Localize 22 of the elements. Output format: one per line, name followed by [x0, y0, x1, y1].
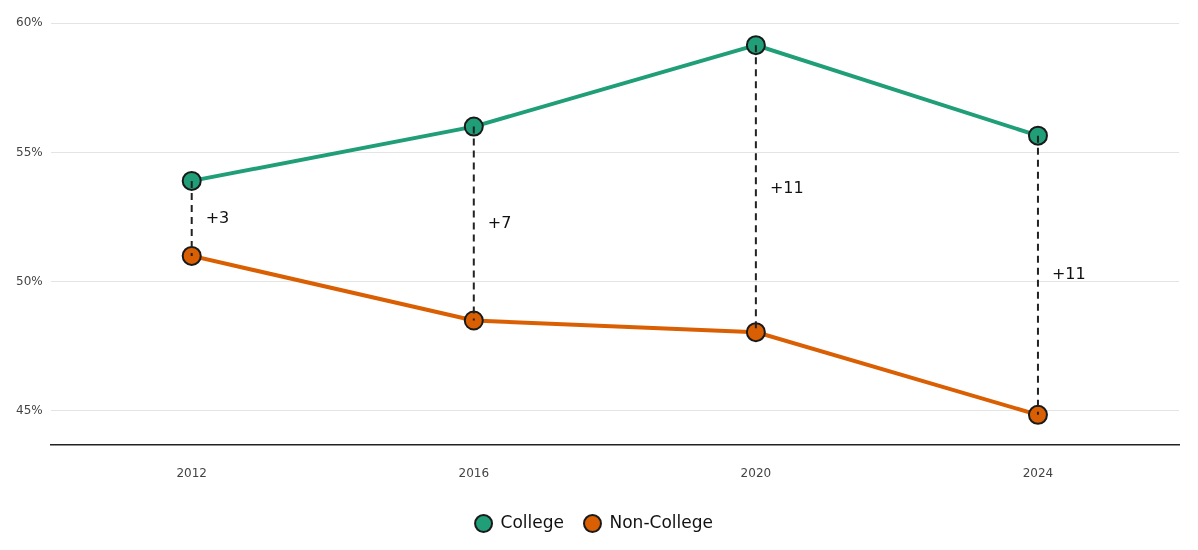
point	[1027, 404, 1048, 425]
y-tick-label: 60%	[16, 15, 43, 30]
point	[181, 245, 202, 266]
x-tick-label: 2012	[176, 465, 207, 480]
point	[1027, 125, 1048, 146]
x-tick-label: 2020	[740, 465, 772, 480]
y-tick-label: 50%	[16, 273, 43, 288]
y-tick-label: 55%	[16, 144, 43, 159]
point	[745, 35, 766, 56]
point	[745, 322, 766, 343]
y-tick-label: 45%	[16, 403, 43, 418]
annotation: +11	[1051, 264, 1086, 284]
point	[463, 310, 484, 331]
legend-label: College	[500, 511, 564, 532]
point	[463, 116, 484, 137]
legend-label: Non-College	[609, 511, 713, 532]
annotation: +3	[205, 207, 230, 227]
point	[181, 170, 202, 191]
x-tick-label: 2016	[458, 465, 490, 480]
annotation: +7	[487, 212, 512, 232]
annotation: +11	[769, 177, 804, 197]
x-tick-label: 2024	[1022, 465, 1054, 480]
